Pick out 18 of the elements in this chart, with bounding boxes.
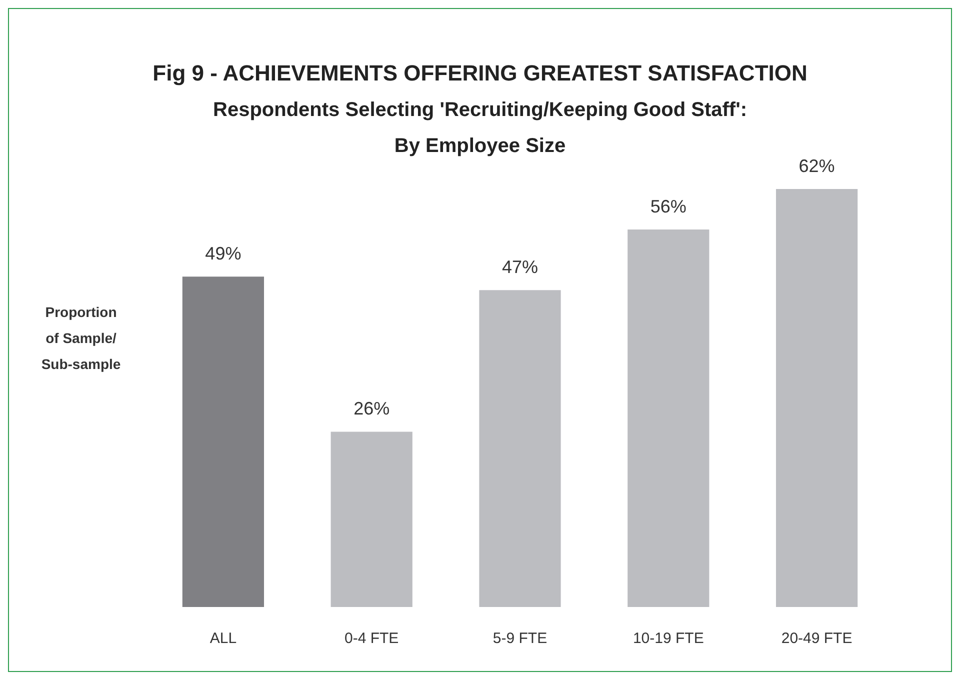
bar [479, 290, 561, 607]
x-tick-label: 5-9 FTE [492, 630, 548, 647]
x-tick-label: 20-49 FTE [781, 630, 852, 647]
data-label: 62% [798, 156, 835, 176]
data-label: 56% [650, 196, 686, 216]
chart-subtitle: Respondents Selecting 'Recruiting/Keeping Good Staff': By Employee Size [213, 99, 747, 157]
x-tick-label: 10-19 FTE [632, 630, 704, 647]
bar [330, 432, 412, 607]
data-label: 47% [502, 257, 538, 278]
bar [628, 229, 710, 607]
chart-title: Fig 9 - ACHIEVEMENTS OFFERING GREATEST SATISFACTION [152, 60, 808, 86]
data-label: 49% [205, 244, 242, 264]
y-axis-title: Proportion of Sample/ Sub-sample [41, 304, 121, 372]
data-label: 26% [354, 398, 390, 419]
bar [776, 189, 858, 607]
x-tick-label: ALL [210, 630, 237, 647]
bar [182, 276, 264, 607]
x-tick-label: 0-4 FTE [344, 630, 399, 647]
